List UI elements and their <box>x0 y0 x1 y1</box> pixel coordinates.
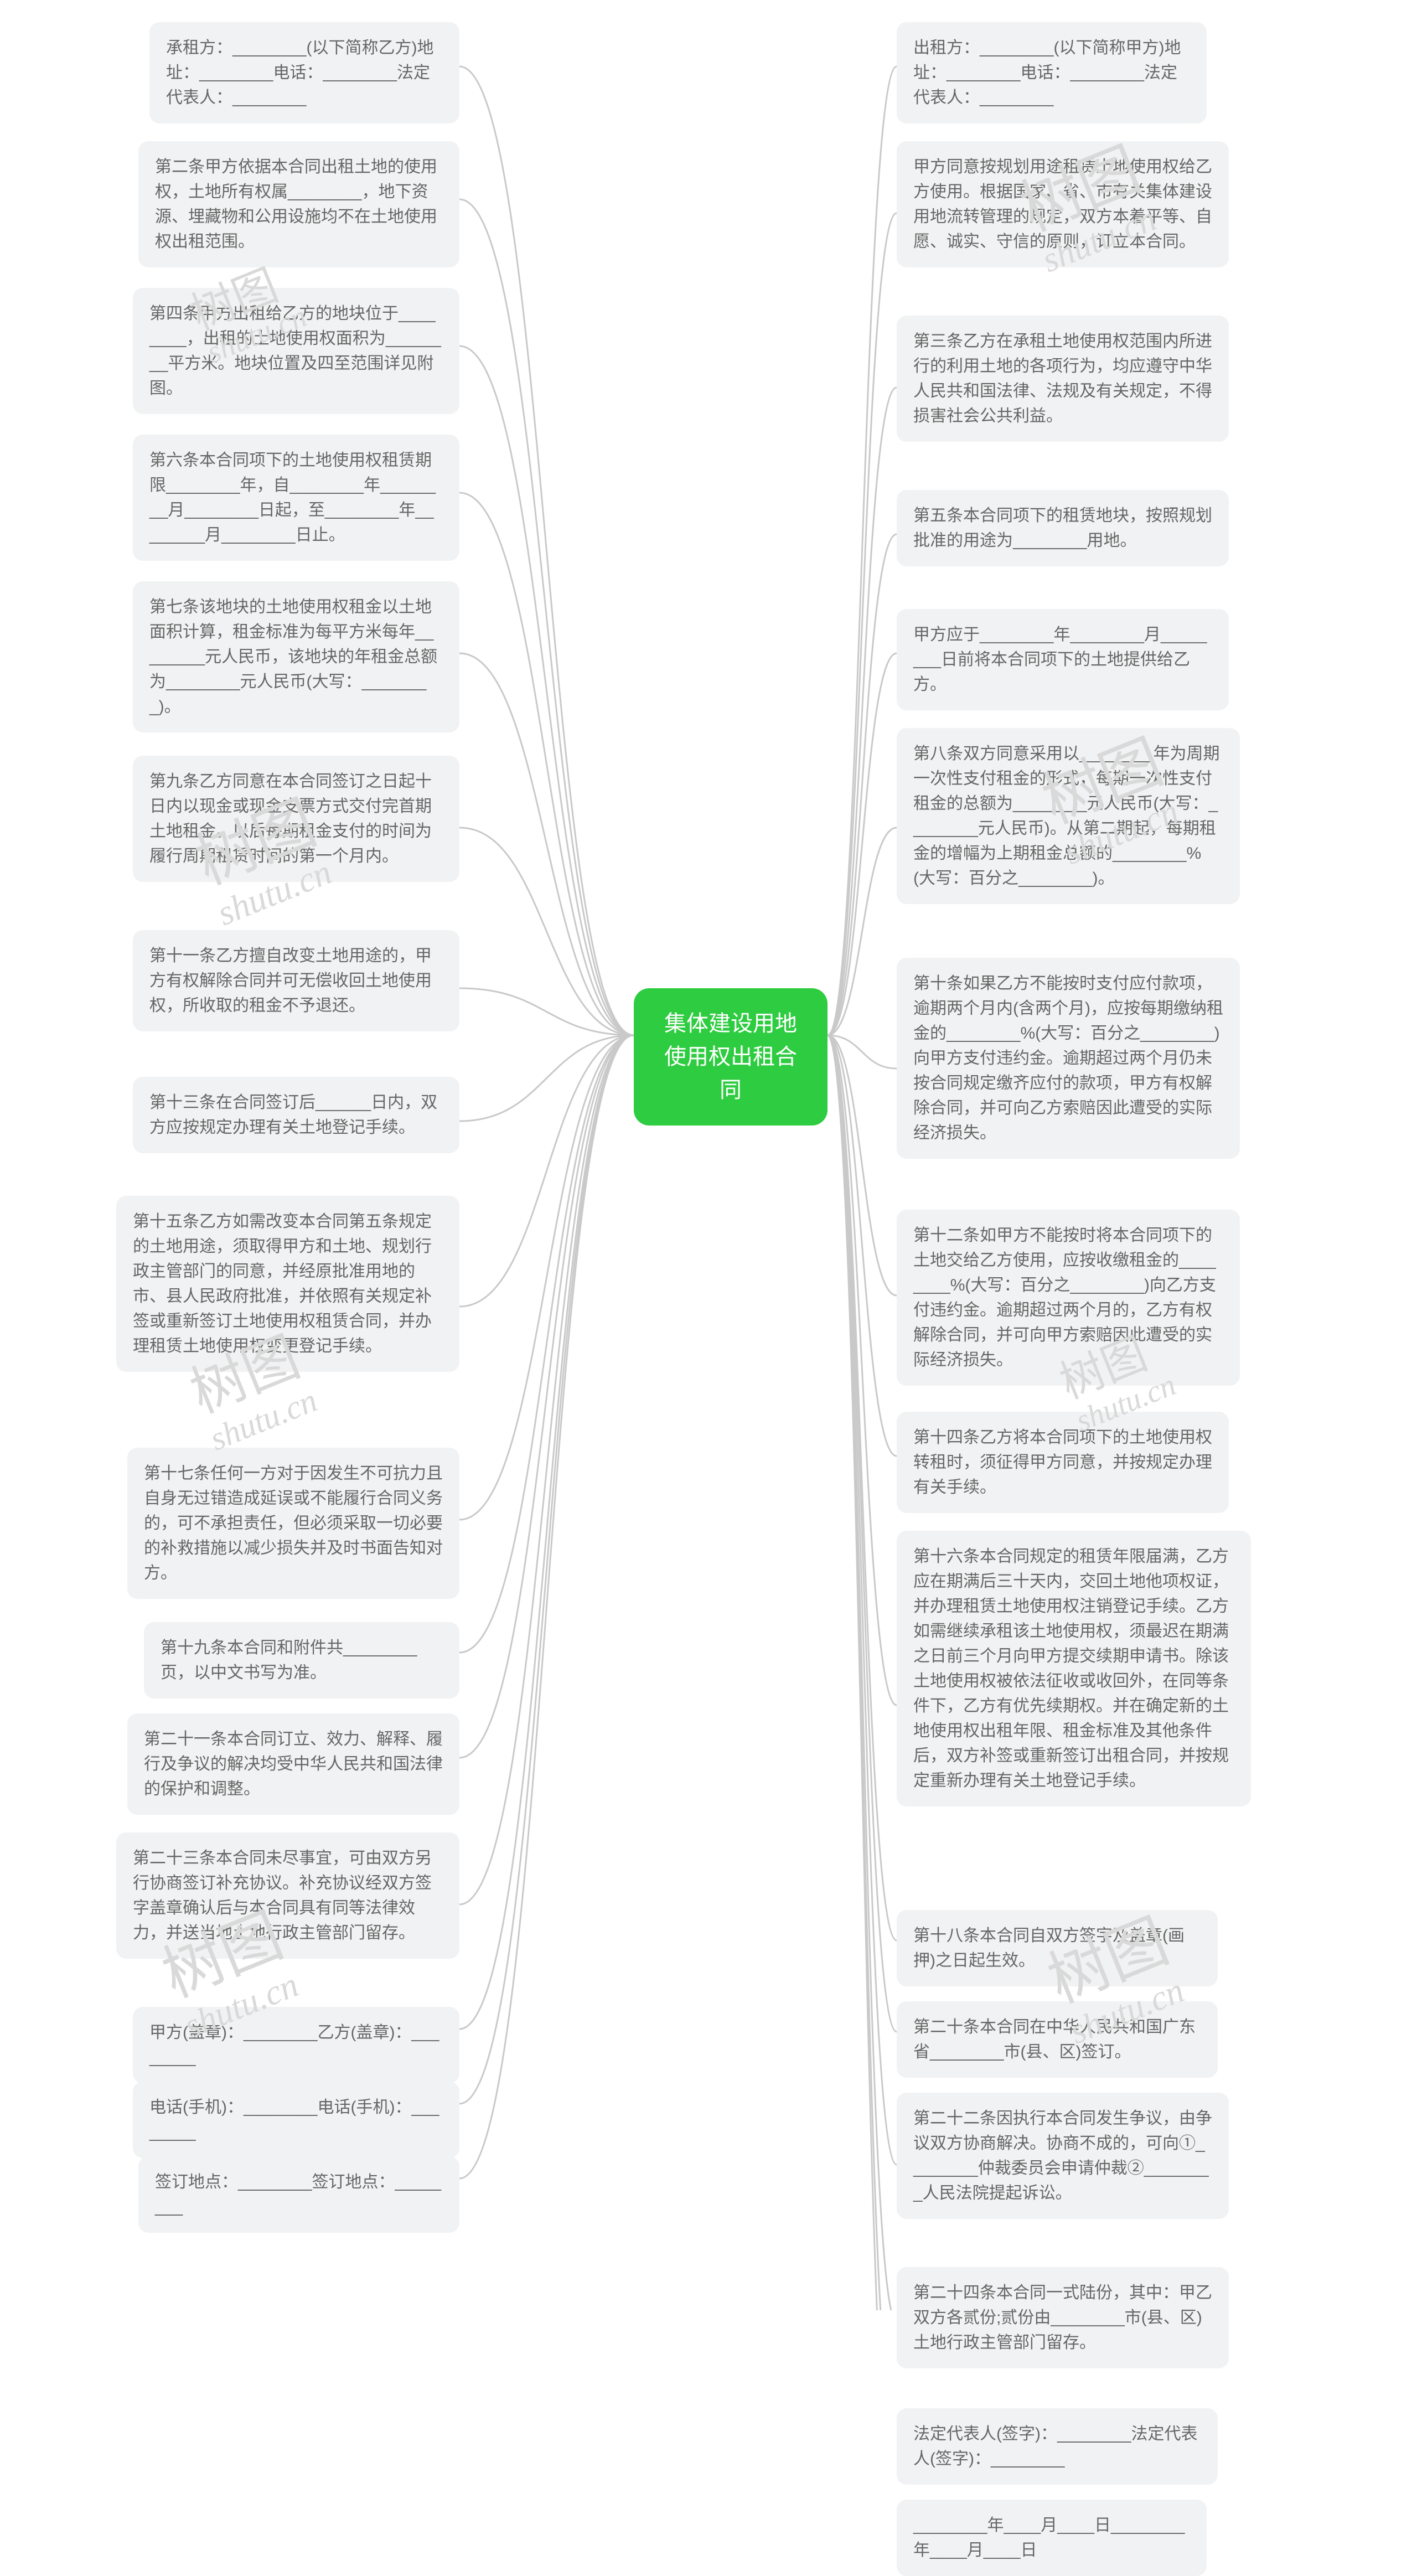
left-node: 第十九条本合同和附件共________页，以中文书写为准。 <box>144 1622 459 1699</box>
right-node: 第十条如果乙方不能按时支付应付款项，逾期两个月内(含两个月)，应按每期缴纳租金的… <box>897 958 1240 1159</box>
left-node: 第四条甲方出租给乙方的地块位于________，出租的土地使用权面积为_____… <box>133 288 459 414</box>
left-node: 第九条乙方同意在本合同签订之日起十日内以现金或现金支票方式交付完首期土地租金。以… <box>133 756 459 882</box>
right-node: 甲方同意按规划用途租赁土地使用权给乙方使用。根据国家、省、市有关集体建设用地流转… <box>897 141 1229 267</box>
left-node: 甲方(盖章)：________乙方(盖章)：________ <box>133 2007 459 2083</box>
right-node: 第八条双方同意采用以________年为周期一次性支付租金的形式，每期一次性支付… <box>897 728 1240 904</box>
right-node: 法定代表人(签字)：________法定代表人(签字)：________ <box>897 2408 1218 2485</box>
left-node: 第十一条乙方擅自改变土地用途的，甲方有权解除合同并可无偿收回土地使用权，所收取的… <box>133 930 459 1031</box>
left-node: 第十三条在合同签订后______日内，双方应按规定办理有关土地登记手续。 <box>133 1077 459 1153</box>
center-node: 集体建设用地使用权出租合同 <box>634 988 828 1126</box>
mindmap-canvas: 集体建设用地使用权出租合同 承租方：________(以下简称乙方)地址：____… <box>0 0 1417 2310</box>
right-node: 第二十二条因执行本合同发生争议，由争议双方协商解决。协商不成的，可向①_____… <box>897 2093 1229 2219</box>
left-node: 第二条甲方依据本合同出租土地的使用权，土地所有权属________，地下资源、埋… <box>138 141 459 267</box>
right-node: ________年____月____日________年____月____日 <box>897 2500 1207 2576</box>
right-node: 甲方应于________年________月________日前将本合同项下的土… <box>897 609 1229 710</box>
left-node: 签订地点：________签订地点：________ <box>138 2156 459 2233</box>
right-node: 第十四条乙方将本合同项下的土地使用权转租时，须征得甲方同意，并按规定办理有关手续… <box>897 1412 1229 1513</box>
right-node: 第二十条本合同在中华人民共和国广东省________市(县、区)签订。 <box>897 2001 1218 2078</box>
left-node: 第二十三条本合同未尽事宜，可由双方另行协商签订补充协议。补充协议经双方签字盖章确… <box>116 1832 459 1959</box>
right-node: 第十二条如甲方不能按时将本合同项下的土地交给乙方使用，应按收缴租金的______… <box>897 1210 1240 1386</box>
left-node: 第十五条乙方如需改变本合同第五条规定的土地用途，须取得甲方和土地、规划行政主管部… <box>116 1196 459 1372</box>
left-node: 第二十一条本合同订立、效力、解释、履行及争议的解决均受中华人民共和国法律的保护和… <box>127 1713 459 1815</box>
left-node: 第六条本合同项下的土地使用权租赁期限________年，自________年__… <box>133 435 459 561</box>
left-node: 第七条该地块的土地使用权租金以土地面积计算，租金标准为每平方米每年_______… <box>133 581 459 732</box>
right-node: 第十六条本合同规定的租赁年限届满，乙方应在期满后三十天内，交回土地他项权证，并办… <box>897 1531 1251 1806</box>
right-node: 第三条乙方在承租土地使用权范围内所进行的利用土地的各项行为，均应遵守中华人民共和… <box>897 316 1229 442</box>
right-node: 出租方：________(以下简称甲方)地址：________电话：______… <box>897 22 1207 123</box>
right-node: 第十八条本合同自双方签字及盖章(画押)之日起生效。 <box>897 1910 1218 1986</box>
right-node: 第五条本合同项下的租赁地块，按照规划批准的用途为________用地。 <box>897 490 1229 566</box>
left-node: 电话(手机)：________电话(手机)：________ <box>133 2082 459 2158</box>
right-node: 第二十四条本合同一式陆份，其中：甲乙双方各贰份;贰份由________市(县、区… <box>897 2267 1229 2368</box>
left-node: 第十七条任何一方对于因发生不可抗力且自身无过错造成延误或不能履行合同义务的，可不… <box>127 1448 459 1599</box>
left-node: 承租方：________(以下简称乙方)地址：________电话：______… <box>149 22 459 123</box>
